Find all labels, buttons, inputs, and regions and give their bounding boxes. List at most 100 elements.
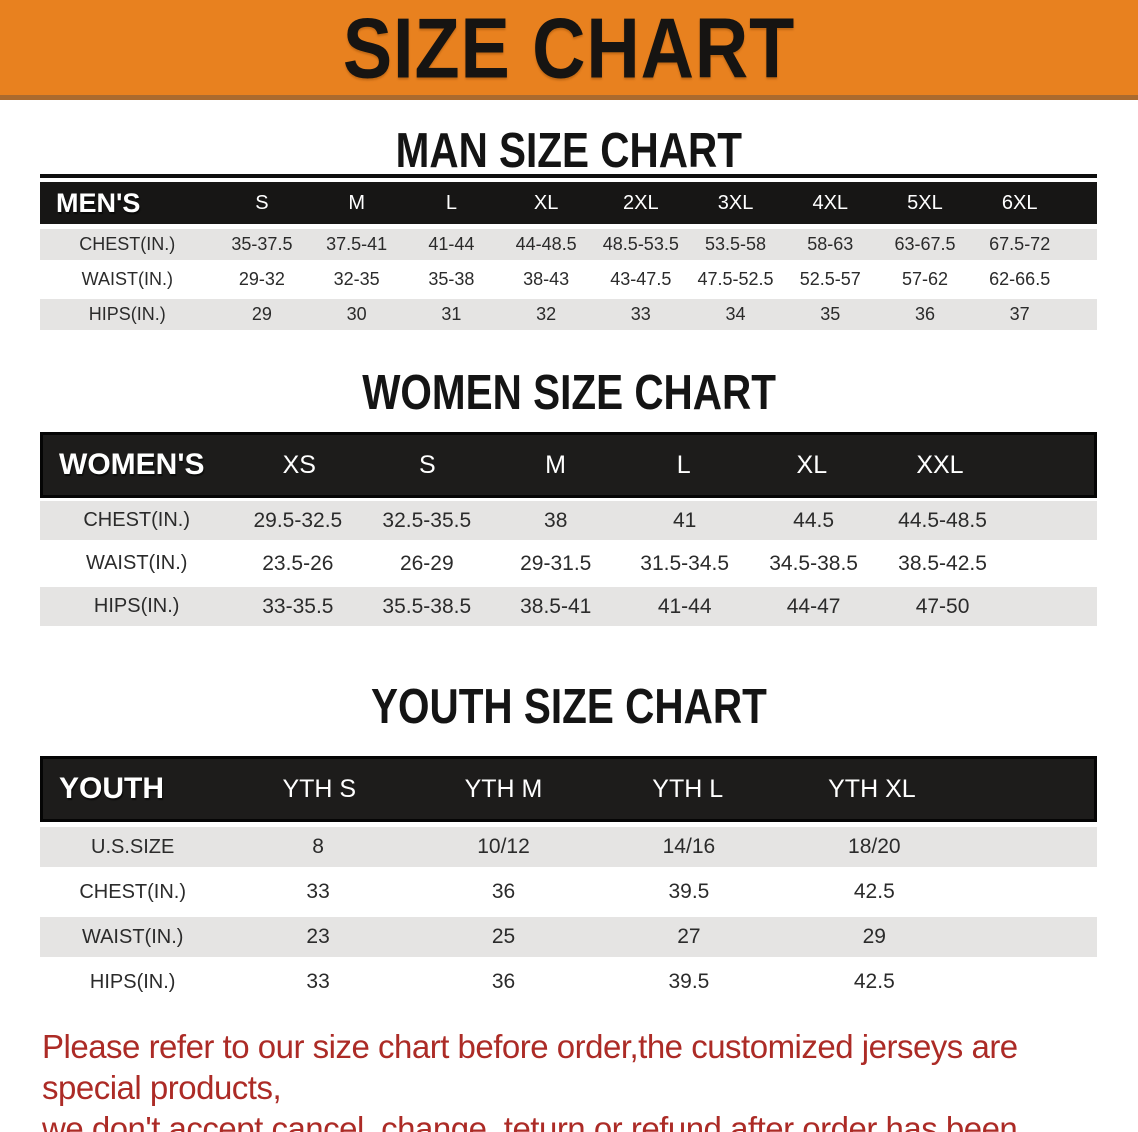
cell: 25 (491, 925, 516, 948)
men-size-header-l: L (445, 191, 457, 214)
cell: 10/12 (477, 835, 530, 858)
cell: 30 (346, 304, 367, 324)
men-section-heading: MAN SIZE CHART (0, 122, 1138, 178)
cell: 29-31.5 (520, 551, 592, 575)
cell: 44.5 (793, 508, 835, 532)
women-size-header-m: M (545, 450, 566, 479)
cell: 36 (491, 880, 516, 903)
row-label: CHEST(IN.) (83, 509, 191, 531)
women-size-table: WOMEN'S XS S M L XL XXL CHEST(IN.) 29.5-… (40, 432, 1097, 626)
cell: 38 (544, 508, 568, 532)
women-size-header-xs: XS (282, 450, 316, 479)
cell: 35.5-38.5 (382, 594, 472, 618)
women-size-header-xxl: XXL (916, 450, 964, 479)
cell: 38.5-42.5 (898, 551, 987, 575)
cell: 32 (536, 304, 557, 324)
cell: 33 (306, 970, 330, 993)
cell: 47.5-52.5 (697, 269, 774, 289)
row-label: CHEST(IN.) (79, 234, 176, 254)
cell: 29 (251, 304, 272, 324)
cell: 14/16 (662, 835, 716, 858)
cell: 39.5 (668, 970, 710, 993)
row-label: WAIST(IN.) (85, 552, 188, 574)
cell: 63-67.5 (894, 234, 956, 254)
men-size-header-2xl: 2XL (623, 191, 659, 214)
women-size-header-s: S (419, 450, 436, 479)
youth-size-header-yth-xl: YTH XL (828, 774, 916, 803)
cell: 33 (306, 880, 330, 903)
men-size-header-xl: XL (533, 191, 559, 214)
cell: 8 (312, 835, 324, 858)
row-label: U.S.SIZE (91, 835, 175, 858)
disclaimer-line-2: we don't accept cancel, change, teturn o… (42, 1110, 1018, 1132)
men-chest-row: CHEST(IN.) 35-37.5 37.5-41 41-44 44-48.5… (40, 229, 1097, 260)
youth-size-header-yth-l: YTH L (652, 774, 724, 803)
women-waist-row: WAIST(IN.) 23.5-26 26-29 29-31.5 31.5-34… (40, 544, 1097, 583)
youth-waist-row: WAIST(IN.) 23 25 27 29 (40, 917, 1097, 957)
row-label: WAIST(IN.) (81, 269, 173, 289)
cell: 34 (725, 304, 746, 324)
cell: 31.5-34.5 (640, 551, 730, 575)
men-size-header-5xl: 5XL (907, 191, 943, 214)
cell: 34.5-38.5 (769, 551, 858, 575)
cell: 36 (914, 304, 935, 324)
youth-chest-row: CHEST(IN.) 33 36 39.5 42.5 (40, 872, 1097, 912)
row-label: HIPS(IN.) (93, 595, 180, 617)
youth-hips-row: HIPS(IN.) 33 36 39.5 42.5 (40, 962, 1097, 1002)
women-section-heading-text: WOMEN SIZE CHART (362, 364, 776, 420)
cell: 23.5-26 (262, 551, 334, 575)
cell: 67.5-72 (989, 234, 1051, 254)
page-title: SIZE CHART (342, 0, 796, 96)
women-chest-row: CHEST(IN.) 29.5-32.5 32.5-35.5 38 41 44.… (40, 501, 1097, 540)
men-size-header-6xl: 6XL (1001, 191, 1038, 214)
cell: 33-35.5 (262, 594, 334, 618)
cell: 35-37.5 (231, 234, 293, 254)
cell: 37 (1009, 304, 1030, 324)
row-label: WAIST(IN.) (81, 925, 184, 948)
cell: 38-43 (523, 269, 570, 289)
men-table-title-cell: MEN'S (56, 187, 141, 218)
men-table-top-rule (40, 174, 1097, 178)
youth-table-header-row: YOUTH YTH S YTH M YTH L YTH XL (40, 756, 1097, 822)
women-size-header-xl: XL (796, 450, 828, 479)
cell: 29 (862, 925, 886, 948)
disclaimer-line-1: Please refer to our size chart before or… (42, 1028, 1018, 1106)
youth-table-title-cell: YOUTH (59, 772, 164, 805)
cell: 57-62 (901, 269, 948, 289)
men-size-header-m: M (348, 191, 365, 214)
youth-ussize-row: U.S.SIZE 8 10/12 14/16 18/20 (40, 827, 1097, 867)
cell: 27 (677, 925, 701, 948)
men-section-heading-text: MAN SIZE CHART (395, 122, 743, 178)
youth-size-header-yth-m: YTH M (464, 774, 543, 803)
cell: 44-47 (786, 594, 841, 618)
cell: 42.5 (853, 880, 895, 903)
men-size-table: MEN'S S M L XL 2XL 3XL 4XL 5XL 6XL CHEST… (40, 174, 1097, 330)
cell: 41-44 (657, 594, 712, 618)
cell: 32.5-35.5 (382, 508, 472, 532)
cell: 35-38 (428, 269, 475, 289)
cell: 23 (306, 925, 330, 948)
youth-size-table: YOUTH YTH S YTH M YTH L YTH XL U.S.SIZE … (40, 756, 1097, 1002)
men-size-header-s: S (255, 191, 269, 214)
cell: 18/20 (848, 835, 901, 858)
women-size-header-l: L (676, 450, 691, 479)
cell: 58-63 (807, 234, 854, 254)
cell: 36 (491, 970, 516, 993)
cell: 44-48.5 (515, 234, 577, 254)
men-waist-row: WAIST(IN.) 29-32 32-35 35-38 38-43 43-47… (40, 264, 1097, 295)
size-chart-banner: SIZE CHART (0, 0, 1138, 100)
cell: 47-50 (915, 594, 970, 618)
women-hips-row: HIPS(IN.) 33-35.5 35.5-38.5 38.5-41 41-4… (40, 587, 1097, 626)
women-table-title-cell: WOMEN'S (59, 448, 205, 481)
row-label: HIPS(IN.) (89, 970, 176, 993)
men-hips-row: HIPS(IN.) 29 30 31 32 33 34 35 36 37 (40, 299, 1097, 330)
youth-size-header-yth-s: YTH S (282, 774, 357, 803)
cell: 29-32 (238, 269, 285, 289)
cell: 33 (630, 304, 651, 324)
cell: 41-44 (428, 234, 475, 254)
cell: 29.5-32.5 (253, 508, 343, 532)
cell: 35 (820, 304, 841, 324)
youth-section-heading-text: YOUTH SIZE CHART (371, 678, 767, 734)
order-disclaimer: Please refer to our size chart before or… (42, 1026, 1118, 1132)
